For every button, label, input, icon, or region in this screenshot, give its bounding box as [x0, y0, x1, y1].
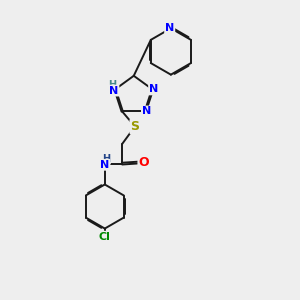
Text: N: N [109, 85, 119, 96]
Text: H: H [108, 80, 116, 90]
Text: N: N [165, 23, 174, 33]
Text: N: N [100, 160, 110, 170]
Text: N: N [142, 106, 151, 116]
Text: S: S [130, 120, 140, 133]
Text: H: H [102, 154, 110, 164]
Text: O: O [138, 156, 149, 169]
Text: Cl: Cl [99, 232, 111, 242]
Text: N: N [149, 84, 158, 94]
